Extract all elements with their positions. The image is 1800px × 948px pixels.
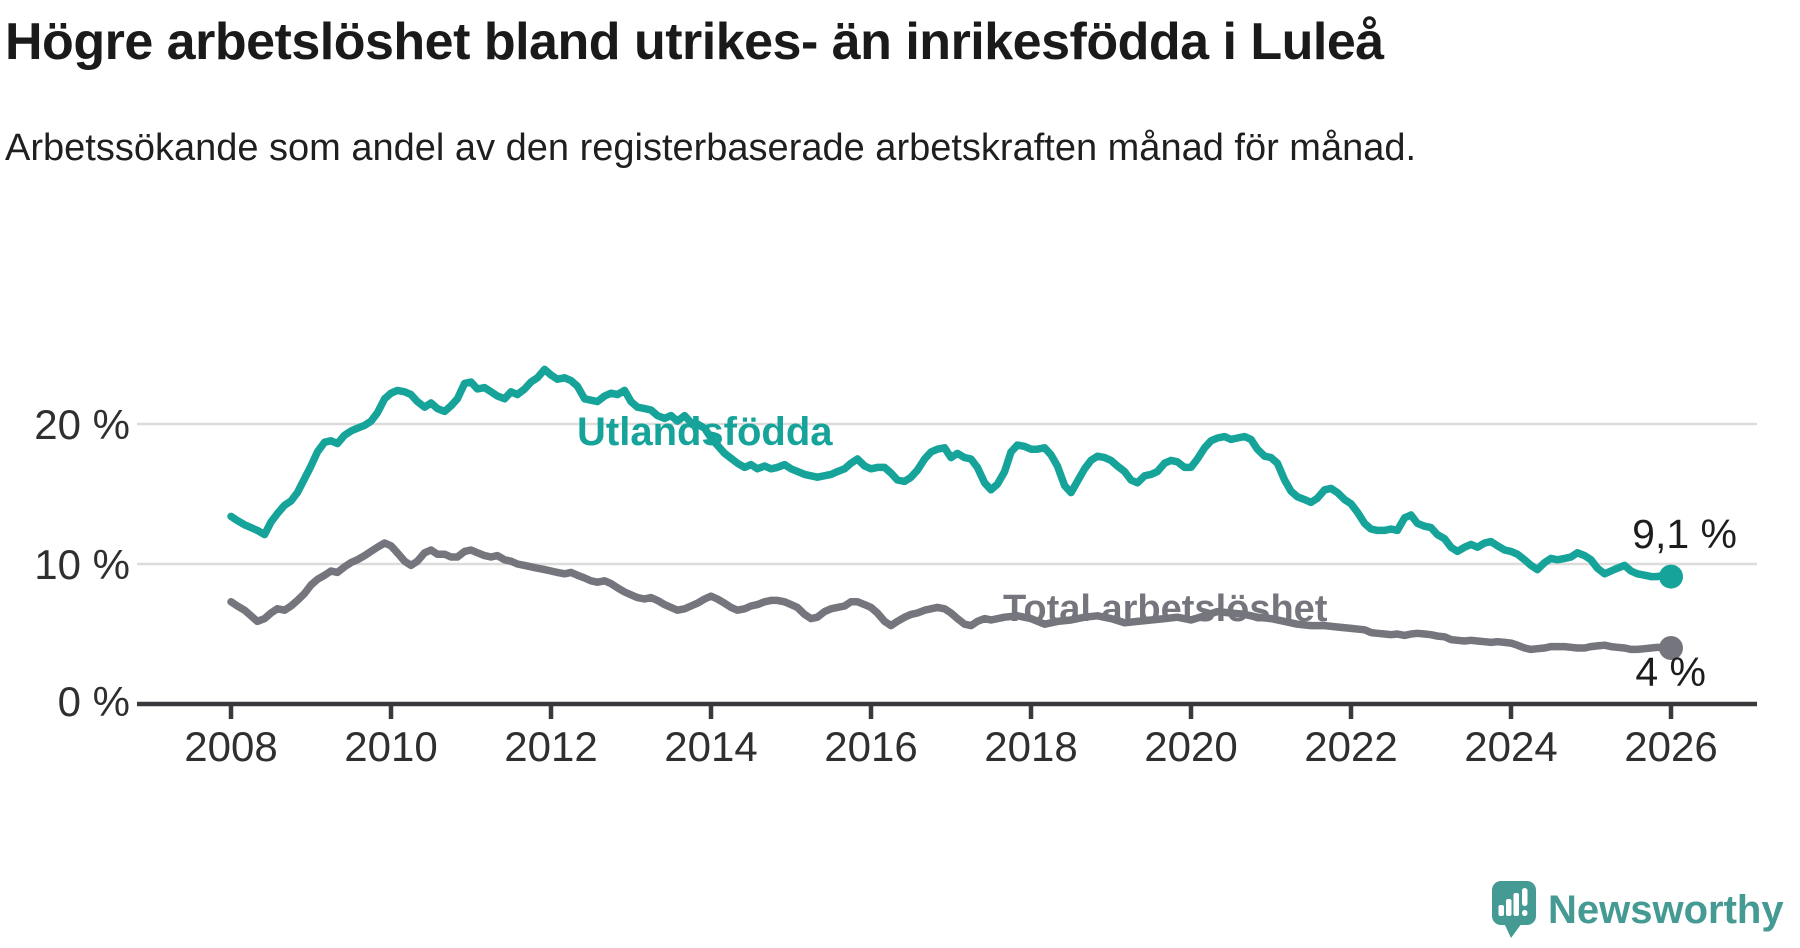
chart-title: Högre arbetslöshet bland utrikes- än inr…	[5, 13, 1384, 71]
logo-exclamation-bar	[1522, 888, 1528, 906]
logo-bar-3	[1513, 893, 1519, 916]
x-axis-tick-label-2016: 2016	[824, 723, 917, 770]
series-end-dot-total-arbetsl-shet	[1659, 636, 1683, 660]
y-axis-tick-label: 0 %	[58, 678, 130, 725]
x-axis-tick-label-2022: 2022	[1304, 723, 1397, 770]
logo-bar-2	[1506, 899, 1512, 916]
x-axis-tick-label-2020: 2020	[1144, 723, 1237, 770]
y-axis-tick-label: 20 %	[34, 401, 130, 448]
x-axis-tick-label-2026: 2026	[1624, 723, 1717, 770]
series-label-total-arbetsloshet: Total arbetslöshet	[1003, 588, 1328, 630]
series-line-utlandsf-dda	[227, 365, 1675, 581]
x-axis-tick-label-2010: 2010	[344, 723, 437, 770]
chart-subtitle: Arbetssökande som andel av den registerb…	[5, 127, 1417, 169]
x-axis-tick-label-2008: 2008	[184, 723, 277, 770]
x-axis-tick-label-2014: 2014	[664, 723, 757, 770]
newsworthy-logo-text: Newsworthy	[1548, 887, 1784, 932]
y-axis-tick-label: 10 %	[34, 541, 130, 588]
newsworthy-logo-icon	[1492, 881, 1536, 938]
x-axis-tick-label-2024: 2024	[1464, 723, 1557, 770]
series-label-utlandsfodda: Utlandsfödda	[577, 410, 833, 454]
logo-bar-1	[1498, 905, 1504, 916]
end-value-label-utlandsfodda: 9,1 %	[1632, 511, 1737, 557]
x-axis-tick-label-2012: 2012	[504, 723, 597, 770]
series-line-total-arbetsl-shet	[227, 539, 1675, 654]
series-end-dot-utlandsf-dda	[1659, 564, 1683, 589]
logo-exclamation-dot	[1522, 910, 1528, 916]
newsworthy-logo: Newsworthy	[1490, 881, 1784, 938]
end-value-label-total: 4 %	[1635, 649, 1706, 695]
x-axis-tick-label-2018: 2018	[984, 723, 1077, 770]
